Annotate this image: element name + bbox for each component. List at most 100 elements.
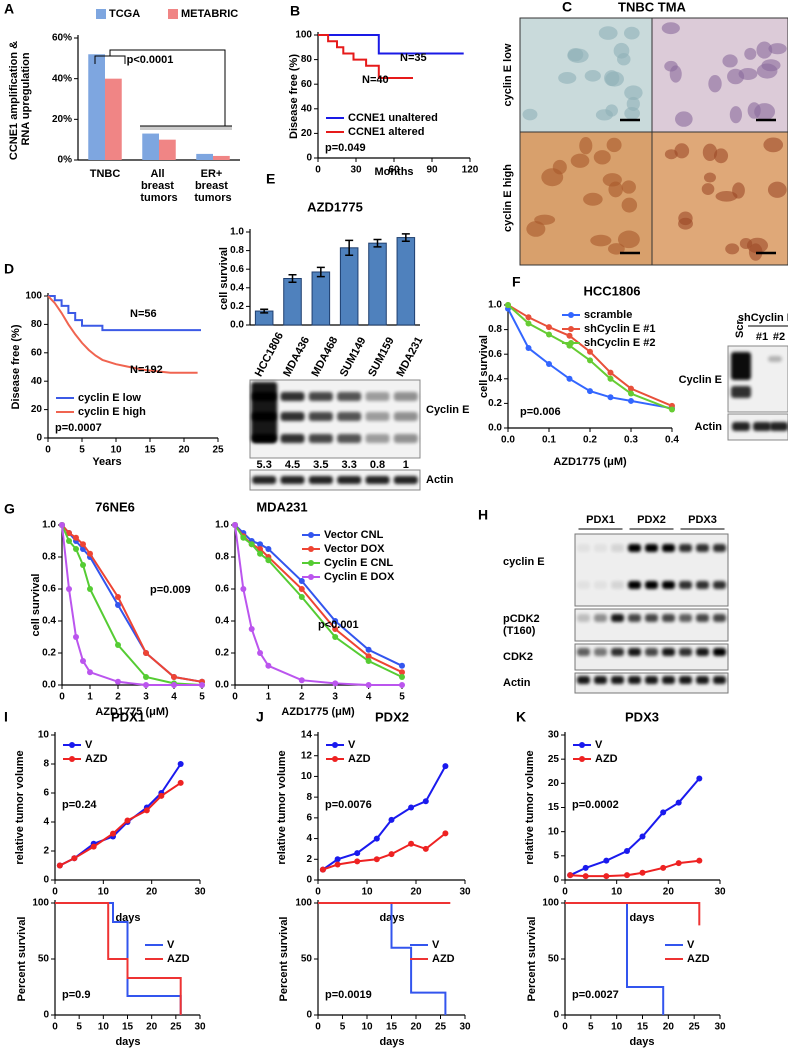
y-tick-label: 80 [301,54,313,65]
legend-label: shCyclin E #1 [584,323,656,335]
point [171,674,177,680]
panel-letter: E [266,171,275,187]
blot-band [577,581,590,589]
blot-band [696,648,709,656]
y-tick-label: 0.6 [215,584,229,595]
x-tick-label: All breast tumors [140,168,177,204]
y-axis-label: cell survival [30,574,42,637]
legend-label: cyclin E low [78,392,141,404]
y-tick-label: 0.6 [230,264,244,275]
point [365,658,372,664]
point [582,864,589,871]
cell [567,47,584,62]
text-line: All [150,168,167,180]
cell [541,168,564,187]
cell [701,183,715,195]
annotation: p<0.0001 [127,54,174,66]
x-axis-label: Months [374,166,413,178]
x-tick-label: SUM159 [366,335,397,378]
point [388,851,395,858]
legend-label: Cyclin E DOX [324,571,395,583]
x-tick-label: 10 [361,887,373,898]
cell [624,107,641,120]
cell [754,103,776,121]
blot-band [696,581,709,589]
point [587,357,593,364]
legend-label: cyclin E high [78,406,146,418]
blot-band [679,581,692,589]
y-tick-label: 100 [25,291,42,302]
y-tick-label: 0.0 [488,423,502,434]
point [56,862,63,869]
point [332,626,339,632]
blot-band [280,476,305,484]
cell [702,143,718,162]
annotation: p=0.049 [325,142,366,154]
cell [767,181,787,198]
chart-title: PDX1 [111,709,145,724]
y-tick-label: 5 [553,850,559,861]
blot-band [251,382,278,442]
cell [763,137,784,153]
point [66,530,72,536]
y-tick-label: 1.0 [488,300,502,311]
point [298,586,305,592]
cell [761,59,781,72]
cell [579,137,593,155]
point [257,541,264,548]
panel-letter: C [562,0,572,15]
y-tick-label: 10 [301,771,313,782]
y-tick-label: 0 [306,1010,312,1021]
blot-value: 5.3 [257,459,272,471]
series-line [48,295,201,332]
blot-band [393,476,418,484]
cell [598,26,618,40]
y-tick-label: 20 [548,778,560,789]
blot-band [611,648,624,656]
legend-marker [568,312,574,318]
blot-band [679,614,692,622]
y-tick-label: 80 [31,319,43,330]
blot-band [594,676,607,684]
cell [722,54,738,68]
blot-band [753,422,771,431]
blot-band [308,412,333,421]
x-tick-label: 5 [399,692,405,703]
cell [729,106,742,124]
y-axis-label: cell survival [218,247,230,310]
blot-band [628,648,641,656]
blot-band [696,544,709,552]
blot-column: #1 [756,331,768,343]
x-tick-label: 5 [79,445,85,456]
x-tick-label: 4 [171,692,177,703]
row-label: cyclin E high [502,164,514,232]
point [628,385,634,392]
point [171,682,177,688]
y-tick-label: 1.0 [230,227,244,238]
x-axis-label: days [629,912,654,924]
y-tick-label: 0 [553,875,559,886]
error-bar [288,274,297,283]
cell [623,26,640,40]
series-line [507,308,673,410]
point [566,375,573,382]
blot-band [280,392,305,401]
x-tick-label: 15 [386,1022,398,1033]
blot-column: Scr. [734,318,746,338]
x-axis-label: AZD1775 (μM) [281,706,355,718]
point [587,348,593,355]
y-tick-label: 60% [52,33,72,44]
blot-band [337,476,362,484]
point [80,658,86,664]
cell [713,148,729,164]
x-tick-label: 0.1 [542,435,556,446]
point [696,857,703,864]
chart-title: HCC1806 [583,283,640,298]
x-tick-label: 15 [637,1022,649,1033]
error-bar [260,308,269,314]
legend-marker [308,574,314,580]
x-tick-label: 5 [340,1022,346,1033]
chart-title: 76NE6 [95,499,135,514]
point [158,792,165,799]
point [388,816,395,823]
